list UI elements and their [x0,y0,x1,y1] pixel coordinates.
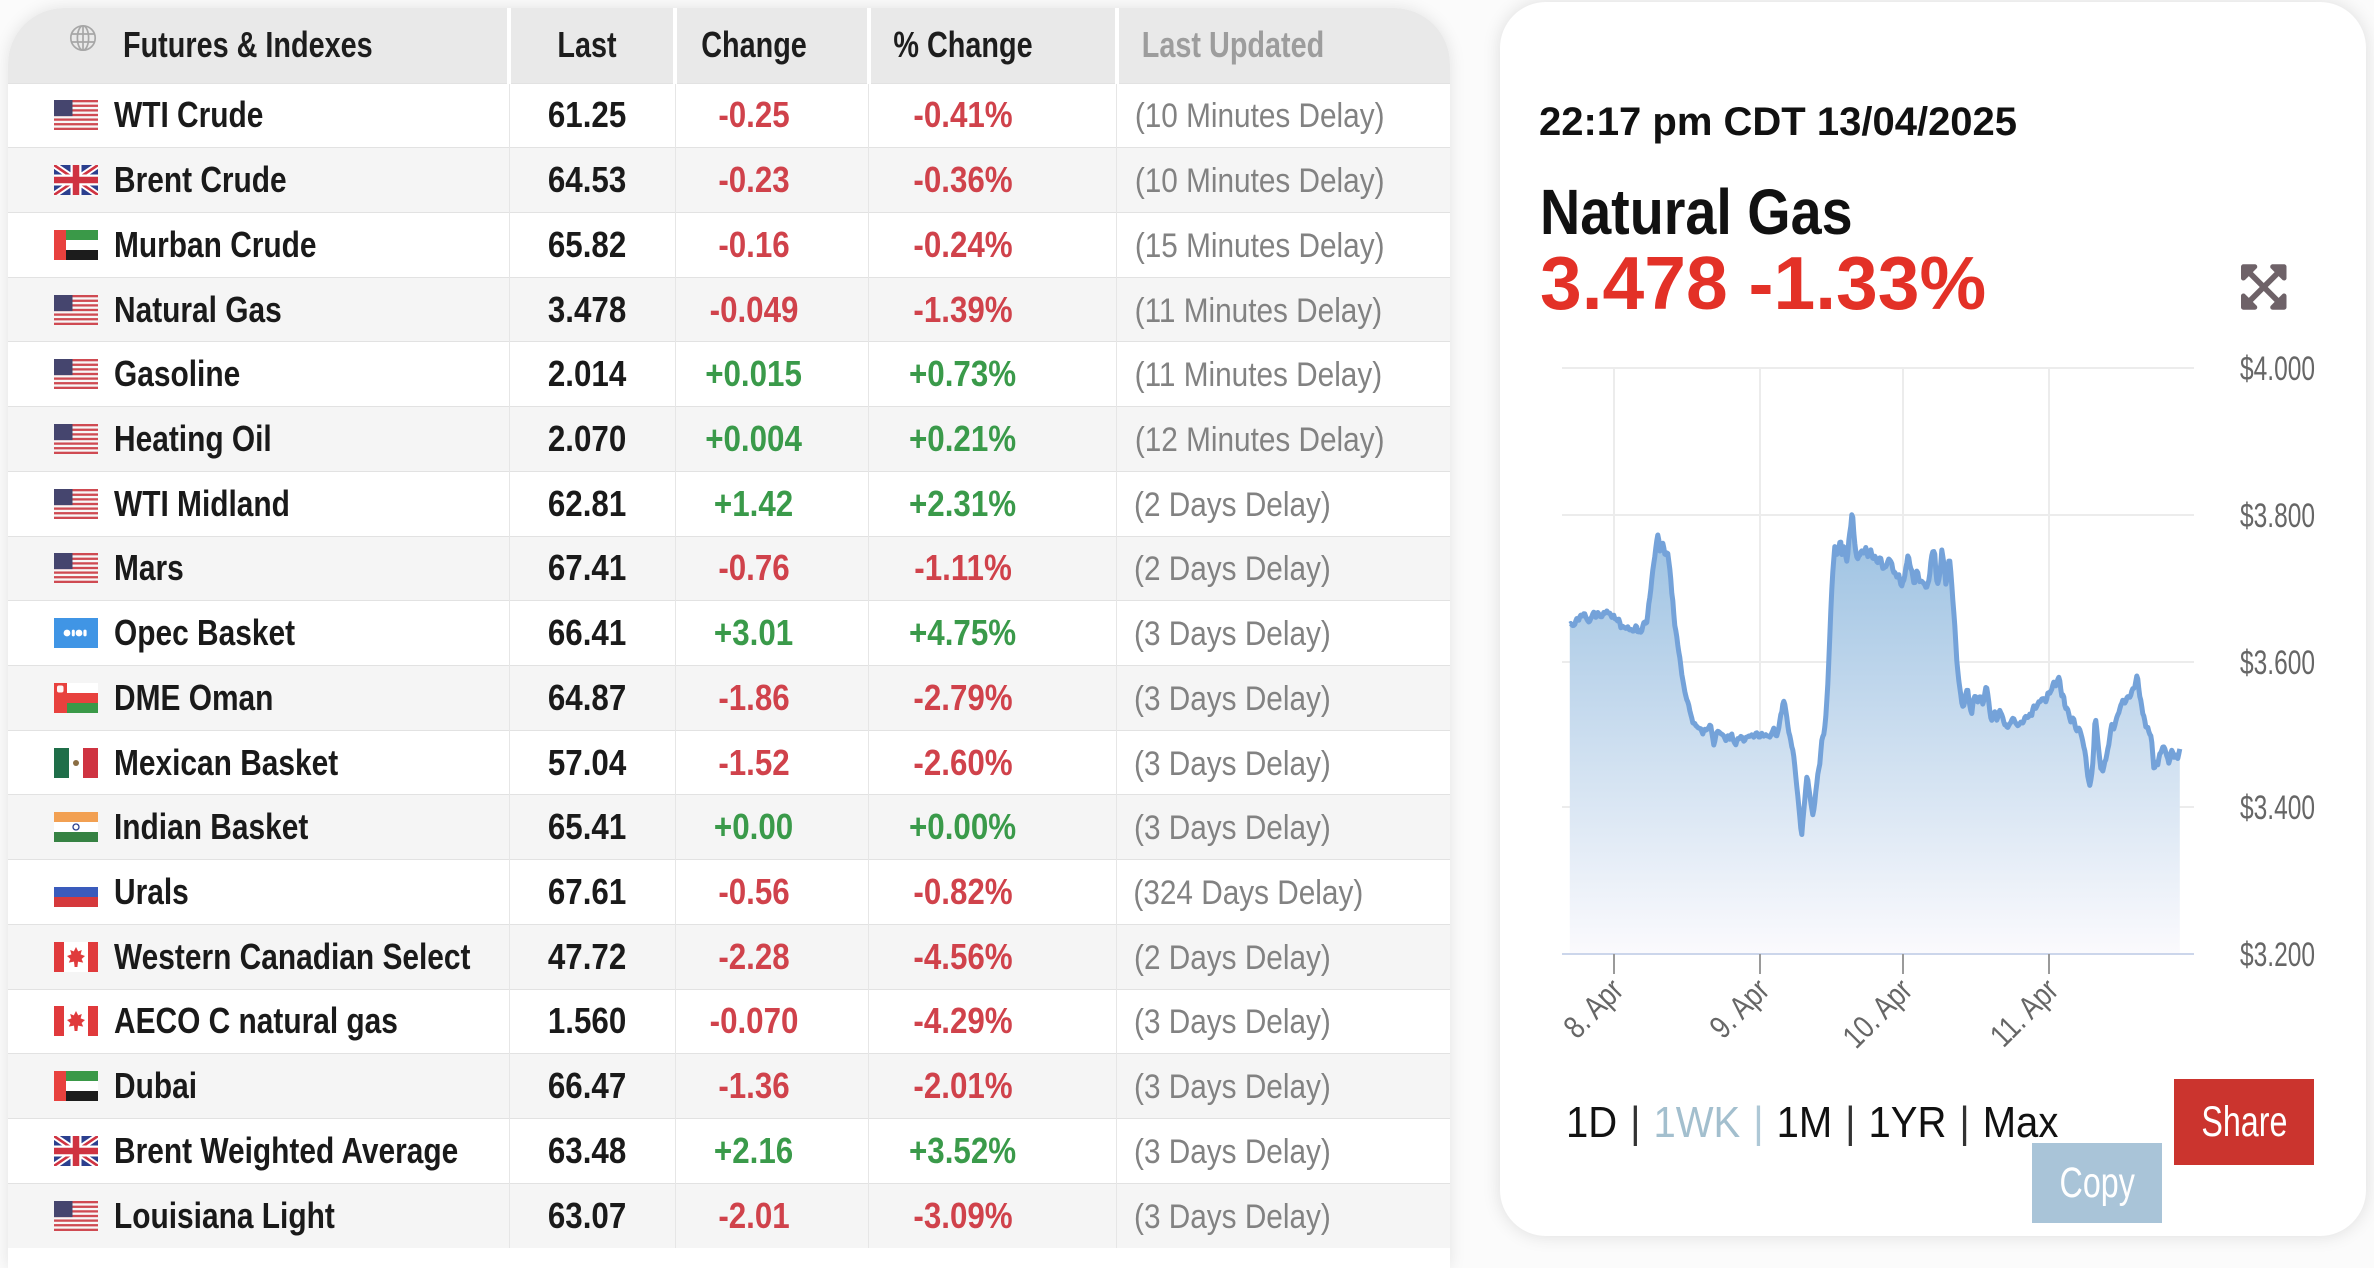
svg-text:$4.000: $4.000 [2240,350,2315,388]
svg-text:9. Apr: 9. Apr [1702,971,1776,1045]
svg-text:$3.400: $3.400 [2240,789,2315,827]
svg-text:$3.600: $3.600 [2240,644,2315,682]
svg-text:8. Apr: 8. Apr [1556,971,1630,1045]
svg-text:$3.200: $3.200 [2240,936,2315,974]
svg-text:10. Apr: 10. Apr [1836,971,1920,1055]
svg-text:11. Apr: 11. Apr [1983,971,2065,1053]
svg-text:$3.800: $3.800 [2240,497,2315,535]
